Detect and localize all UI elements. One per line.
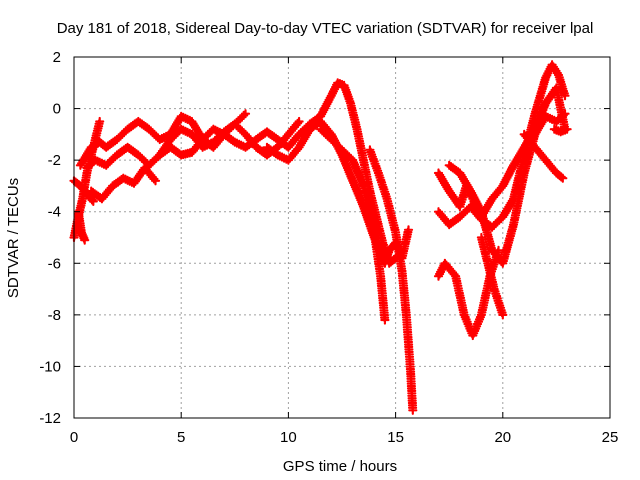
y-tick-label: -8 <box>48 307 61 324</box>
x-tick-label: 25 <box>602 429 619 446</box>
chart-title: Day 181 of 2018, Sidereal Day-to-day VTE… <box>57 20 594 37</box>
plot-frame <box>73 56 611 419</box>
series-arc-g <box>155 78 401 268</box>
series-markers <box>433 83 570 222</box>
x-tick-label: 5 <box>177 429 185 446</box>
y-axis-ticks: 2 0 -2 -4 -6 -8 -10 -12 <box>39 49 610 427</box>
y-axis-label: SDTVAR / TECUs <box>5 178 22 298</box>
y-tick-label: -10 <box>39 358 61 375</box>
x-tick-label: 20 <box>494 429 511 446</box>
series-markers <box>444 109 570 268</box>
y-tick-label: 2 <box>53 49 61 66</box>
series-arc-f <box>86 163 161 204</box>
series-arc-m <box>444 109 570 268</box>
x-axis-label: GPS time / hours <box>283 458 397 475</box>
series-markers <box>476 232 508 320</box>
y-tick-label: -4 <box>48 204 61 221</box>
y-tick-label: -6 <box>48 255 61 272</box>
series-markers <box>365 145 418 415</box>
x-axis-ticks: 0 5 10 15 20 25 <box>70 57 619 446</box>
series-arc-i <box>316 124 390 325</box>
x-tick-label: 0 <box>70 429 78 446</box>
series-arc-p <box>519 129 568 183</box>
series-markers <box>86 163 161 204</box>
series-markers <box>316 124 390 325</box>
data-series <box>69 60 572 415</box>
series-arc-q <box>549 124 572 137</box>
series-markers <box>519 129 568 183</box>
y-tick-label: -12 <box>39 410 61 427</box>
grid <box>74 57 610 418</box>
series-markers <box>549 124 572 137</box>
y-tick-label: -2 <box>48 152 61 169</box>
series-arc-j <box>365 145 418 415</box>
x-tick-label: 10 <box>280 429 297 446</box>
series-arc-k <box>433 83 570 222</box>
series-arc-o <box>476 232 508 320</box>
series-markers <box>155 78 401 268</box>
x-tick-label: 15 <box>387 429 404 446</box>
y-tick-label: 0 <box>53 101 61 118</box>
